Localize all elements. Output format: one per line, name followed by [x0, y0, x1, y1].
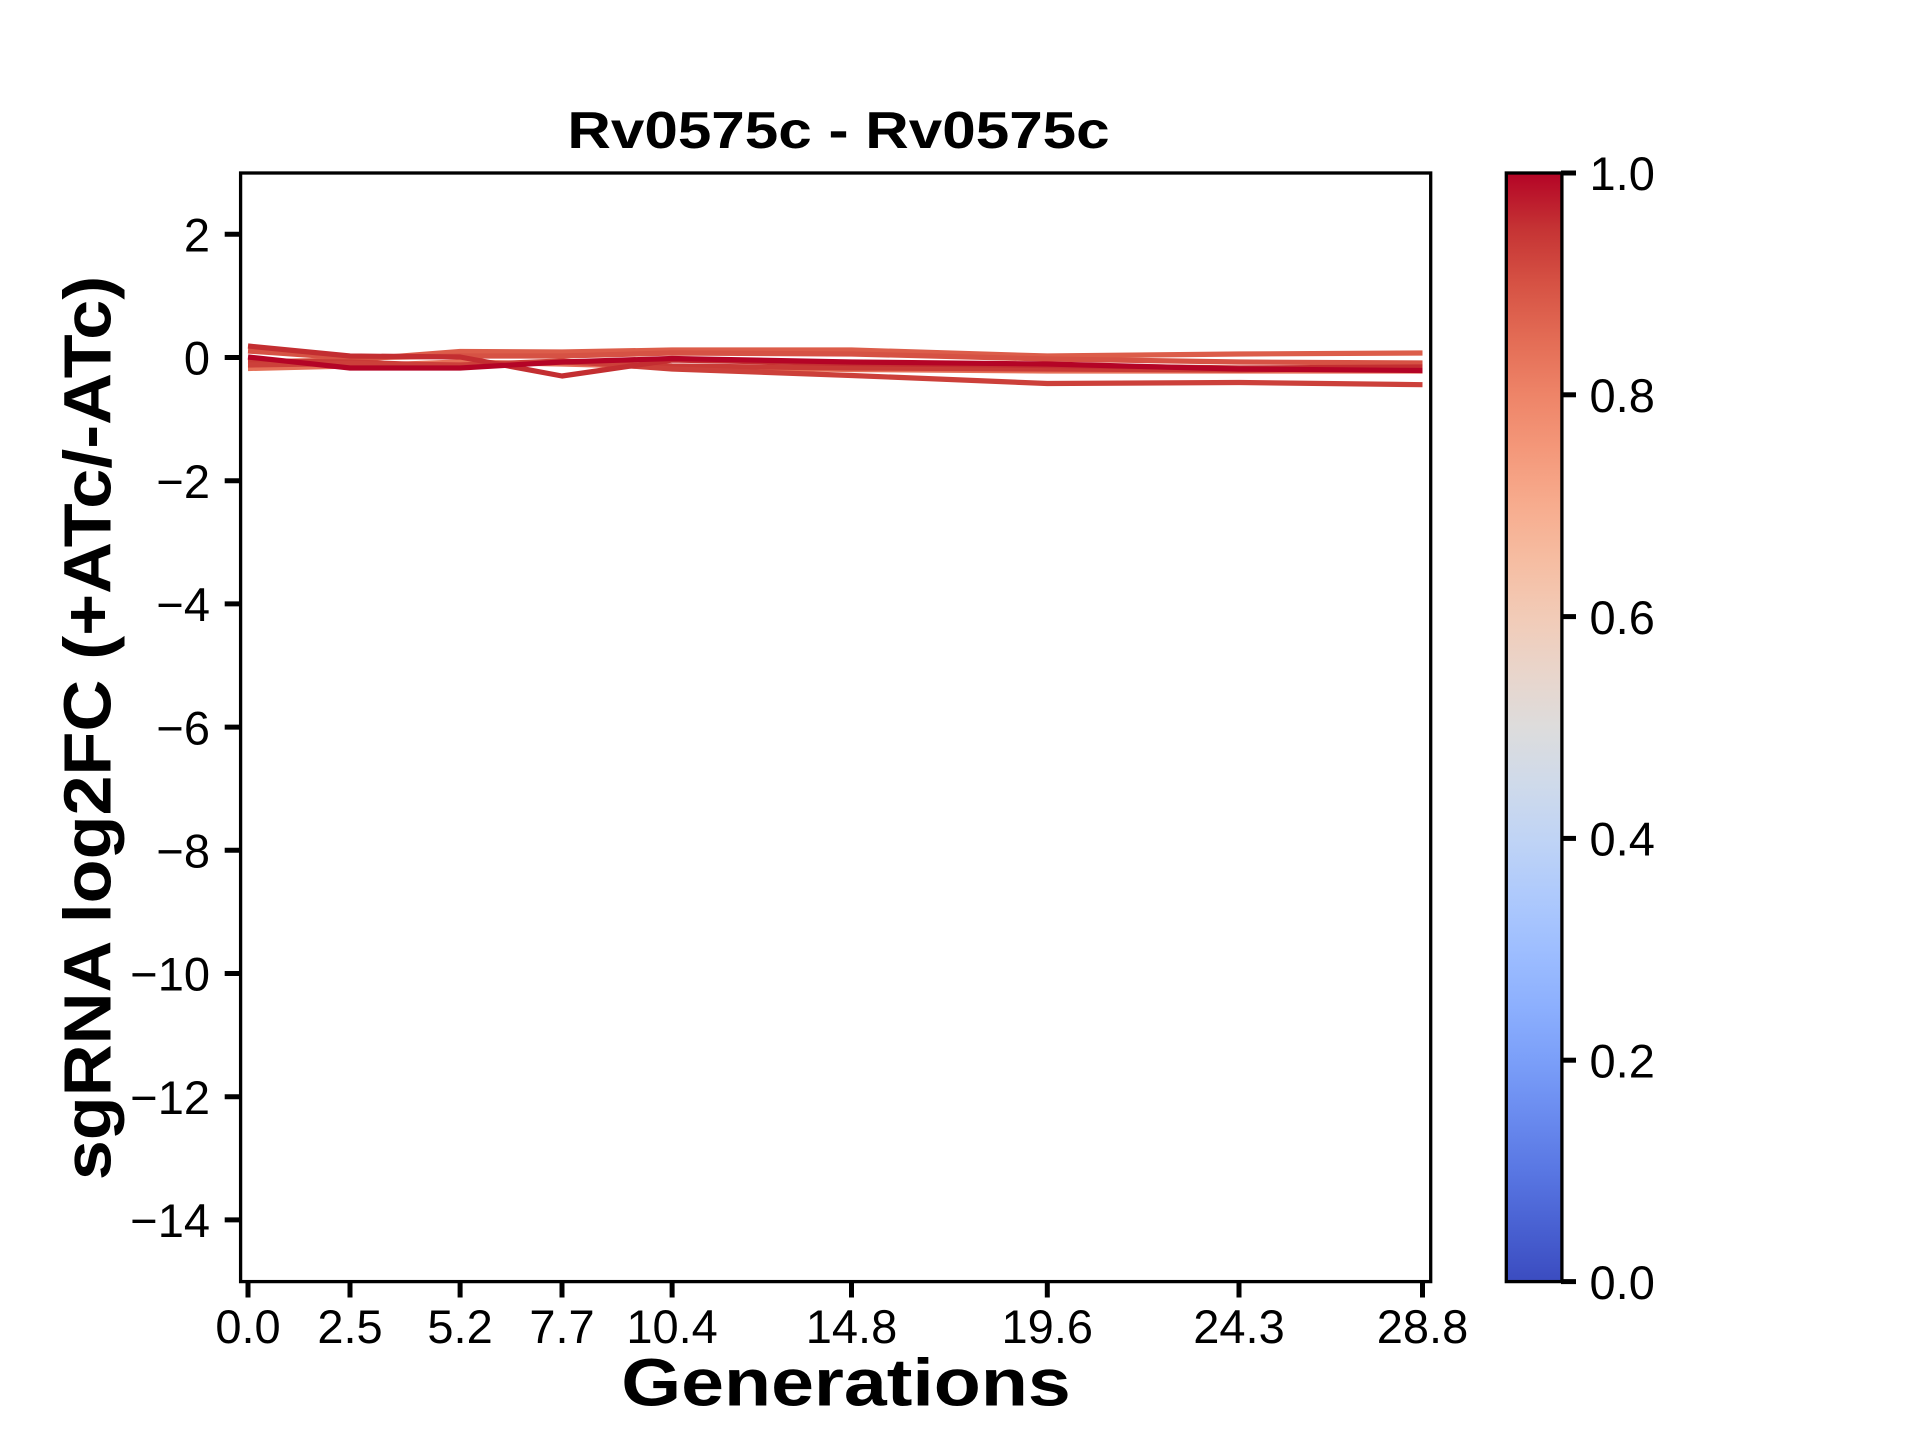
svg-text:19.6: 19.6	[1002, 1300, 1093, 1353]
svg-text:0.6: 0.6	[1590, 591, 1655, 644]
svg-text:Rv0575c - Rv0575c: Rv0575c - Rv0575c	[567, 101, 1109, 159]
svg-text:2: 2	[184, 209, 210, 262]
svg-text:24.3: 24.3	[1193, 1300, 1284, 1353]
svg-text:0.4: 0.4	[1590, 813, 1655, 866]
svg-text:−2: −2	[156, 455, 210, 508]
svg-text:14.8: 14.8	[806, 1300, 897, 1353]
svg-text:0.8: 0.8	[1590, 369, 1655, 422]
svg-text:1.0: 1.0	[1590, 147, 1655, 200]
svg-text:sgRNA log2FC (+ATc/-ATc): sgRNA log2FC (+ATc/-ATc)	[50, 276, 125, 1180]
svg-text:5.2: 5.2	[427, 1300, 492, 1353]
svg-text:0.2: 0.2	[1590, 1034, 1655, 1087]
svg-text:10.4: 10.4	[626, 1300, 717, 1353]
svg-text:−12: −12	[130, 1071, 210, 1124]
svg-text:0.0: 0.0	[1590, 1256, 1655, 1309]
svg-text:7.7: 7.7	[529, 1300, 594, 1353]
svg-text:28.8: 28.8	[1377, 1300, 1468, 1353]
svg-text:−14: −14	[130, 1194, 210, 1247]
svg-text:−8: −8	[156, 825, 210, 878]
svg-text:−10: −10	[130, 948, 210, 1001]
svg-text:Generations: Generations	[621, 1346, 1071, 1420]
svg-text:−6: −6	[156, 701, 210, 754]
svg-text:2.5: 2.5	[317, 1300, 382, 1353]
svg-text:0.0: 0.0	[215, 1300, 280, 1353]
svg-text:−4: −4	[156, 578, 210, 631]
svg-text:0: 0	[184, 332, 210, 385]
